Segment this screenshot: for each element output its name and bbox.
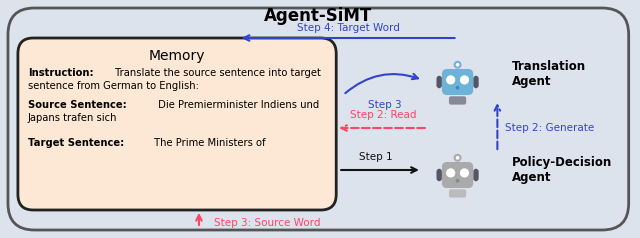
FancyBboxPatch shape	[18, 38, 336, 210]
Text: Step 2: Read: Step 2: Read	[349, 110, 416, 120]
Circle shape	[454, 155, 461, 161]
FancyBboxPatch shape	[8, 8, 628, 230]
Text: Target Sentence:: Target Sentence:	[28, 138, 124, 148]
Text: Step 2: Generate: Step 2: Generate	[506, 123, 595, 133]
Text: Step 4: Target Word: Step 4: Target Word	[297, 23, 399, 33]
Text: Instruction:: Instruction:	[28, 68, 93, 78]
Text: Step 1: Step 1	[359, 152, 393, 162]
Circle shape	[460, 168, 469, 178]
FancyBboxPatch shape	[473, 76, 479, 88]
Text: Source Sentence:: Source Sentence:	[28, 100, 127, 110]
Circle shape	[446, 168, 455, 178]
FancyBboxPatch shape	[449, 96, 466, 105]
Circle shape	[460, 75, 469, 84]
FancyBboxPatch shape	[449, 189, 466, 198]
Text: Step 3: Step 3	[368, 100, 402, 110]
FancyBboxPatch shape	[442, 162, 473, 188]
Text: The Prime Ministers of: The Prime Ministers of	[152, 138, 266, 148]
FancyBboxPatch shape	[442, 69, 473, 95]
Circle shape	[456, 179, 460, 183]
Text: Japans trafen sich: Japans trafen sich	[28, 113, 117, 123]
Text: Step 3: Source Word: Step 3: Source Word	[214, 218, 321, 228]
Text: Die Premierminister Indiens und: Die Premierminister Indiens und	[155, 100, 319, 110]
Text: Agent-SiMT: Agent-SiMT	[264, 7, 372, 25]
FancyBboxPatch shape	[436, 76, 442, 88]
Text: Policy-Decision
Agent: Policy-Decision Agent	[512, 156, 612, 184]
FancyBboxPatch shape	[473, 169, 479, 181]
Text: Translate the source sentence into target: Translate the source sentence into targe…	[112, 68, 321, 78]
Text: Memory: Memory	[149, 49, 205, 63]
Text: sentence from German to English:: sentence from German to English:	[28, 81, 199, 91]
Circle shape	[446, 75, 455, 84]
Circle shape	[454, 62, 461, 68]
Circle shape	[456, 86, 460, 90]
FancyBboxPatch shape	[436, 169, 442, 181]
Text: Translation
Agent: Translation Agent	[512, 60, 586, 88]
